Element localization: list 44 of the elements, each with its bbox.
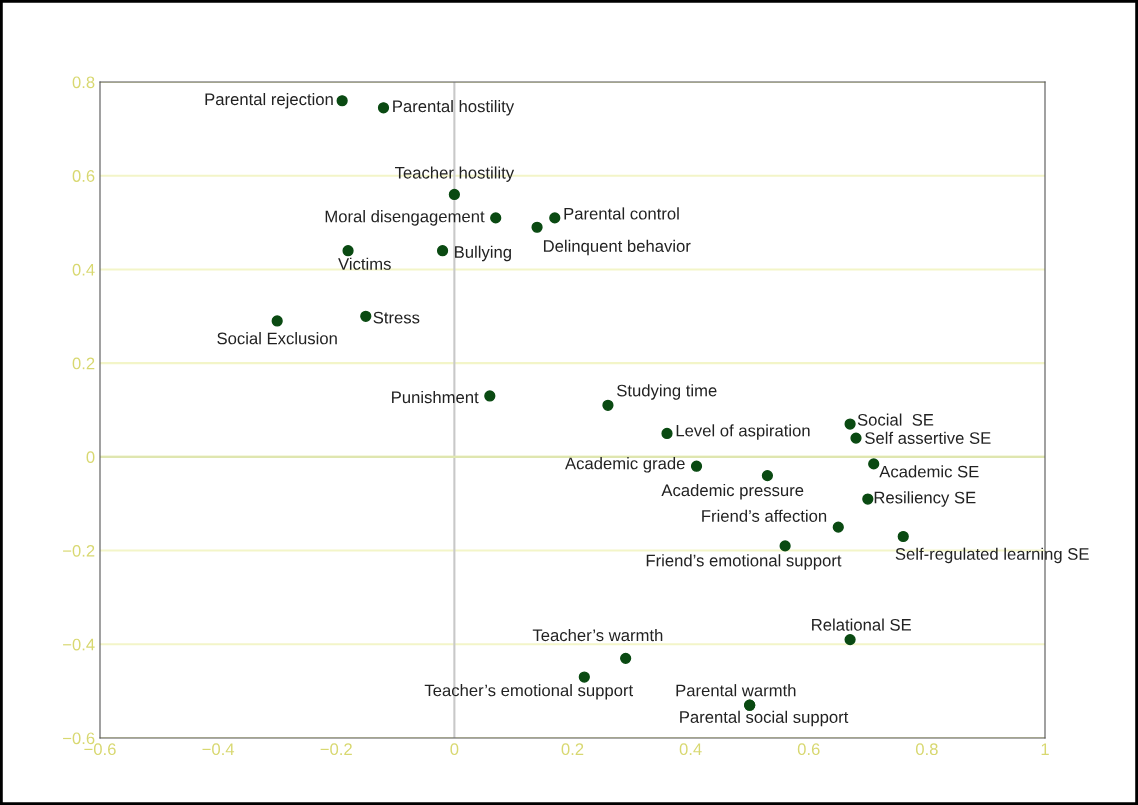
annotation: Academic pressure xyxy=(661,483,804,500)
annotation: Social Exclusion xyxy=(217,332,337,345)
annotation: Resiliency SE xyxy=(874,491,976,507)
y-tick-label: −0.2 xyxy=(63,544,95,557)
annotation: Stress xyxy=(373,311,420,324)
y-tick-label: −0.4 xyxy=(63,638,95,651)
x-tick-label: 1 xyxy=(1041,743,1049,755)
annotation: Victims xyxy=(338,257,391,270)
x-tick-label: −0.6 xyxy=(84,743,116,756)
annotation: Parental rejection xyxy=(205,92,333,109)
annotation: Self-regulated learning SE xyxy=(895,547,1089,564)
annotation: Studying time xyxy=(617,384,717,400)
annotation: Friend’s emotional support xyxy=(646,554,842,570)
annotation: Social SE xyxy=(857,413,934,426)
y-tick-label: 0.8 xyxy=(72,76,95,89)
annotation: Teacher’s warmth xyxy=(532,628,663,642)
annotation: Level of aspiration xyxy=(676,424,810,440)
x-tick-label: 0.8 xyxy=(915,743,938,756)
y-tick-label: −0.6 xyxy=(63,732,95,745)
x-tick-label: 0 xyxy=(450,743,459,756)
annotation: Friend’s affection xyxy=(702,509,827,522)
x-tick-label: 0.4 xyxy=(679,743,702,756)
x-tick-label: 0.2 xyxy=(561,743,584,756)
annotation: Punishment xyxy=(392,390,479,404)
annotation: Academic SE xyxy=(879,465,979,478)
annotation: Teacher hostility xyxy=(395,166,515,182)
annotation: Parental hostility xyxy=(393,100,515,116)
annotation: Teacher’s emotional support xyxy=(424,684,634,700)
annotation: Self assertive SE xyxy=(865,431,991,444)
y-tick-label: 0 xyxy=(86,451,95,464)
y-tick-label: 0.4 xyxy=(72,263,95,276)
x-tick-label: −0.2 xyxy=(320,743,352,756)
annotation: Academic grade xyxy=(565,457,685,473)
annotation: Moral disengagement xyxy=(325,210,485,226)
annotation: Relational SE xyxy=(812,618,911,631)
annotation: Parental warmth xyxy=(676,684,796,697)
annotation: Bullying xyxy=(455,245,511,262)
y-tick-label: 0.6 xyxy=(72,170,95,182)
annotation: Parental social support xyxy=(680,710,849,727)
annotation: Parental control xyxy=(564,207,679,220)
y-tick-label: 0.2 xyxy=(72,357,95,370)
x-tick-label: −0.4 xyxy=(202,743,235,756)
annotation: Delinquent behavior xyxy=(543,239,691,256)
x-tick-label: 0.6 xyxy=(797,743,820,756)
